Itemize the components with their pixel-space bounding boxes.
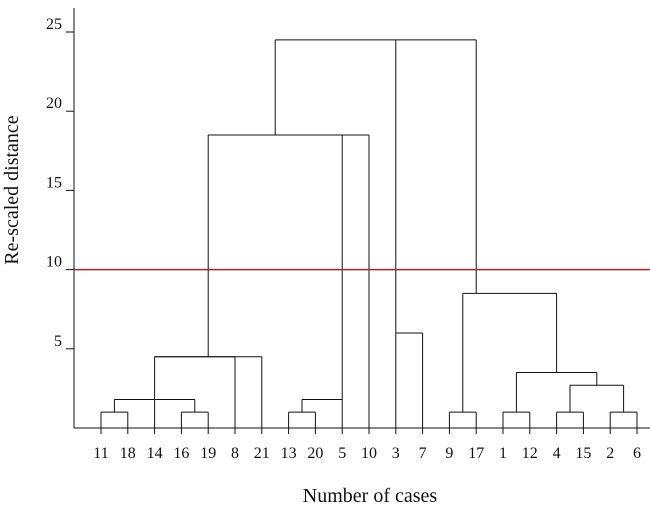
- x-tick-label: 8: [231, 445, 239, 462]
- x-tick-label: 7: [419, 445, 427, 462]
- x-tick-label: 10: [361, 445, 377, 462]
- x-tick-label: 15: [575, 445, 591, 462]
- x-tick-label: 12: [522, 445, 538, 462]
- x-tick-label: 13: [281, 445, 297, 462]
- x-tick-label: 16: [173, 445, 189, 462]
- x-tick-label: 20: [307, 445, 323, 462]
- y-tick-label: 25: [46, 16, 62, 33]
- y-tick-label: 20: [46, 95, 62, 112]
- x-tick-label: 17: [468, 445, 484, 462]
- axes: [73, 8, 650, 429]
- x-axis-title: Number of cases: [303, 485, 438, 507]
- x-tick-label: 4: [553, 445, 561, 462]
- x-tick-label: 2: [606, 445, 614, 462]
- x-tick-label: 11: [93, 445, 108, 462]
- x-tick-label: 6: [633, 445, 641, 462]
- x-tick-label: 18: [120, 445, 136, 462]
- x-tick-label: 3: [392, 445, 400, 462]
- y-axis-ticks: 5 10 15 20 25: [46, 16, 74, 350]
- y-axis-title: Re-scaled distance: [1, 115, 23, 264]
- x-tick-label: 21: [254, 445, 270, 462]
- x-tick-label: 19: [200, 445, 216, 462]
- y-tick-label: 10: [46, 254, 62, 271]
- dendrogram-branches: [100, 39, 638, 428]
- y-tick-label: 15: [46, 174, 62, 191]
- x-tick-label: 14: [147, 445, 163, 462]
- y-tick-label: 5: [54, 333, 62, 350]
- x-tick-label: 5: [338, 445, 346, 462]
- x-axis-tick-labels: 11 18 14 16 19 8 21 13 20 5 10 3 7 9 17 1 12 4 15 2 6: [93, 428, 641, 462]
- x-tick-label: 9: [445, 445, 453, 462]
- x-tick-label: 1: [499, 445, 507, 462]
